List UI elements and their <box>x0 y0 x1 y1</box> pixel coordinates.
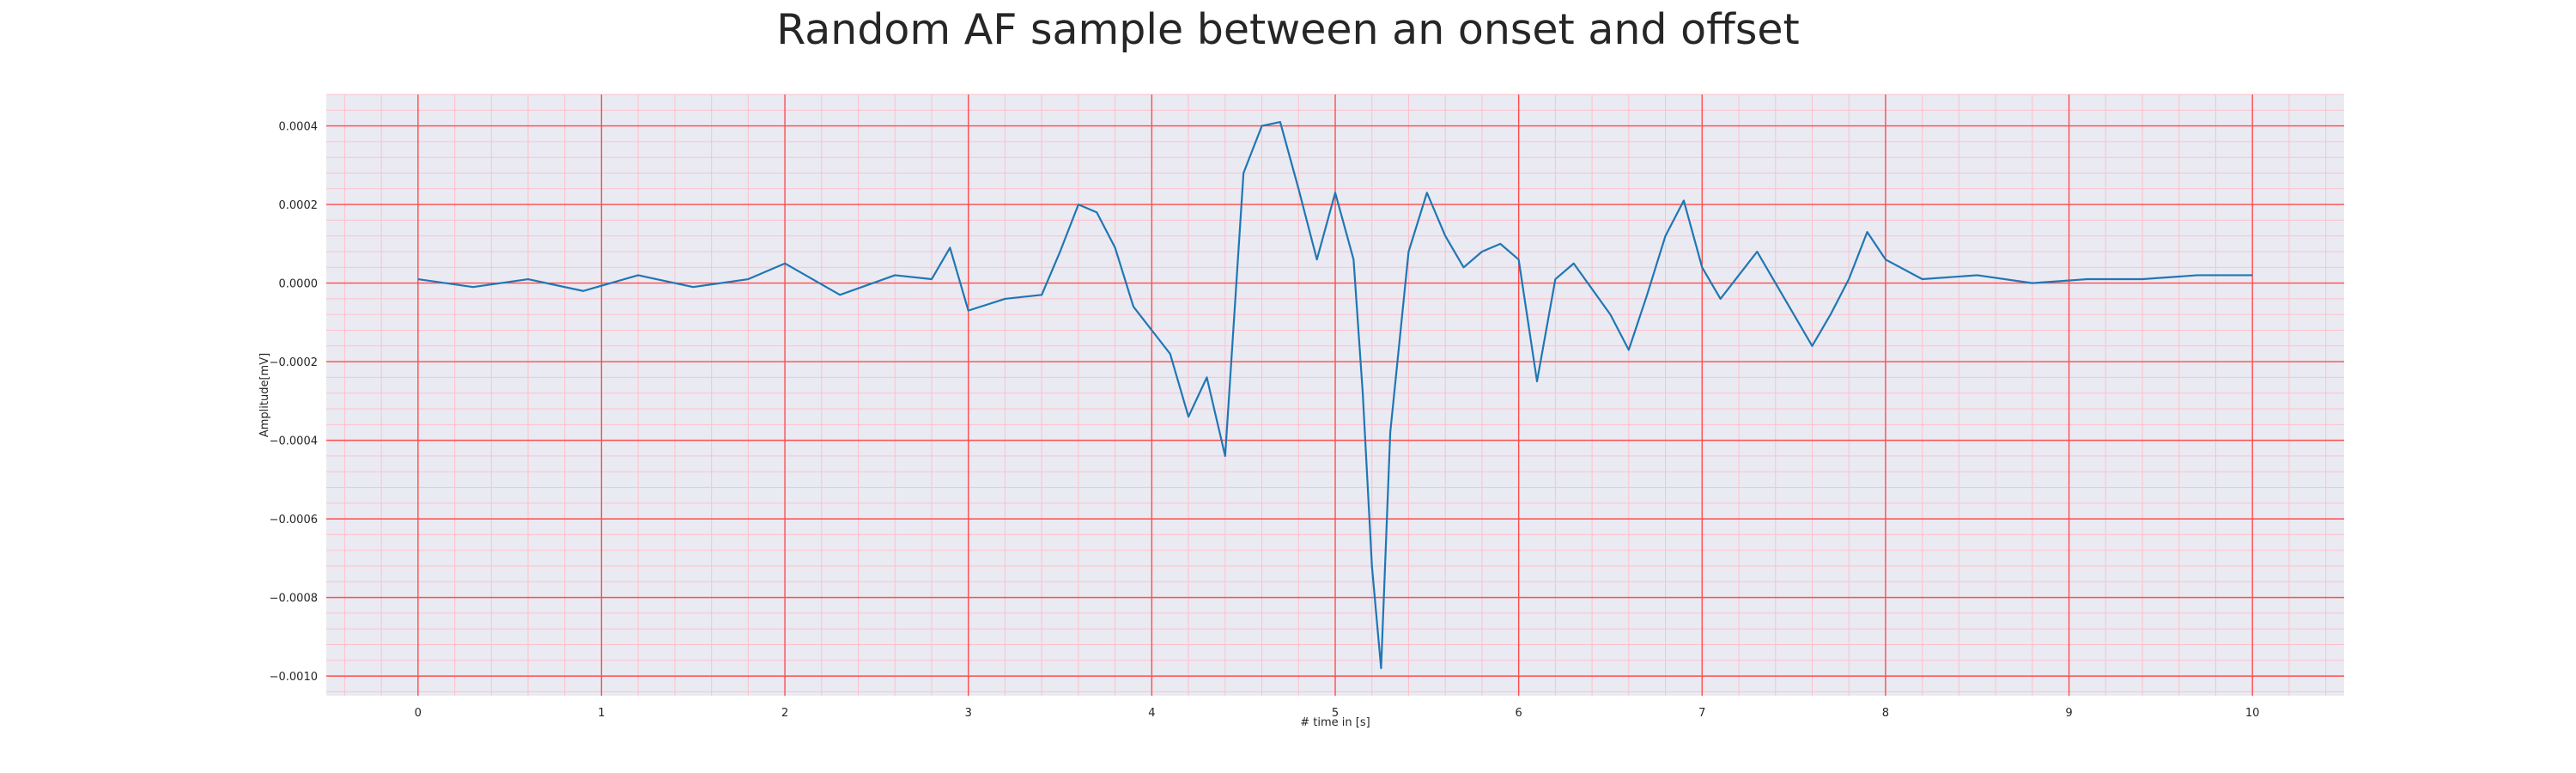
y-axis-label: Amplitude[mV] <box>258 353 271 437</box>
y-tick-label: −0.0004 <box>270 435 318 448</box>
x-tick-label: 10 <box>2245 707 2260 720</box>
x-axis-label: # time in [s] <box>1300 716 1370 729</box>
x-tick-label: 4 <box>1148 707 1155 720</box>
x-tick-label: 9 <box>2065 707 2072 720</box>
y-tick-label: −0.0010 <box>270 671 318 684</box>
y-axis-ticks: 0.0004 0.0002 0.0000 −0.0002 −0.0004 −0.0006 −… <box>270 121 318 685</box>
x-tick-label: 5 <box>1332 707 1339 720</box>
x-tick-label: 3 <box>965 707 972 720</box>
x-tick-label: 6 <box>1515 707 1522 720</box>
x-tick-label: 7 <box>1698 707 1705 720</box>
y-tick-label: 0.0002 <box>279 199 319 212</box>
x-tick-label: 1 <box>598 707 605 720</box>
chart-title: Random AF sample between an onset and of… <box>776 5 1800 54</box>
series-line <box>417 120 2253 670</box>
x-tick-label: 0 <box>415 707 422 720</box>
x-axis-ticks: 0 1 2 3 4 5 6 7 8 9 10 <box>415 707 2260 720</box>
y-tick-label: −0.0006 <box>270 514 318 526</box>
y-tick-label: 0.0004 <box>279 121 319 134</box>
y-tick-label: −0.0008 <box>270 593 318 606</box>
major-grid <box>326 94 2344 696</box>
x-tick-label: 2 <box>781 707 788 720</box>
x-tick-label: 8 <box>1882 707 1889 720</box>
y-tick-label: −0.0002 <box>270 356 318 369</box>
y-tick-label: 0.0000 <box>279 278 319 291</box>
